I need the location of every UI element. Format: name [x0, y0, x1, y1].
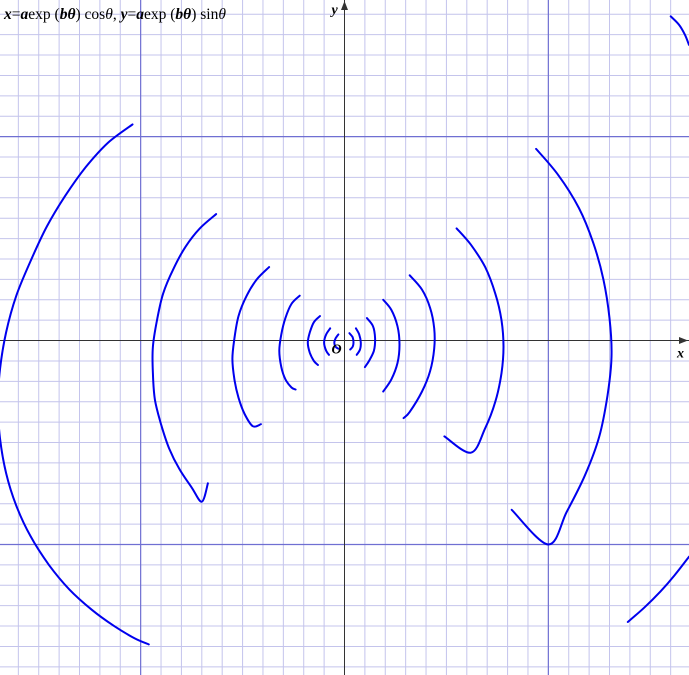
x-axis-label: x [676, 347, 684, 362]
spiral-arc [306, 315, 321, 366]
formula-rparen1: ) [75, 6, 81, 23]
spiral-arc [402, 274, 436, 420]
spiral-arc [231, 266, 271, 428]
formula-btheta2: bθ [175, 6, 192, 23]
spiral-arc [354, 327, 362, 356]
axis-labels: x y O [330, 3, 685, 362]
formula-rparen2: ) [191, 6, 197, 23]
spiral-arc [669, 15, 689, 46]
spiral-arc [510, 147, 613, 546]
curve-equation: x=aexp (bθ) cosθ, y=aexp (bθ) sinθ [4, 6, 226, 24]
formula-a2: a [136, 6, 144, 23]
spiral-curve [0, 15, 689, 646]
formula-a1: a [20, 6, 29, 23]
origin-label: O [332, 343, 342, 358]
spiral-arc [323, 327, 332, 356]
spiral-arc [348, 332, 355, 351]
spiral-arc [363, 317, 377, 369]
spiral-arc [443, 227, 505, 454]
formula-exp1: exp [28, 6, 51, 23]
x-axis-arrow-icon [679, 337, 688, 345]
formula-x-var: x [4, 6, 12, 23]
y-axis-arrow-icon [341, 1, 348, 10]
spiral-arc [278, 294, 301, 391]
spiral-arc [333, 333, 340, 350]
formula-y-var: y [120, 6, 128, 23]
formula-exp2: exp [143, 6, 167, 23]
formula-btheta1: bθ [59, 6, 76, 23]
y-axis-label: y [330, 3, 339, 18]
formula-theta2: θ [218, 6, 226, 23]
formula-lparen2: ( [166, 6, 176, 23]
formula-sin: sin [196, 6, 219, 23]
spiral-arc [0, 123, 150, 646]
formula-lparen1: ( [50, 6, 60, 23]
spiral-arc [382, 298, 401, 393]
spiral-arc [626, 555, 689, 623]
formula-cos: cos [80, 6, 106, 23]
formula-theta1: θ [105, 6, 113, 23]
spiral-arc [151, 213, 218, 503]
formula-equals: = [11, 6, 21, 23]
formula-equals-2: = [127, 6, 137, 23]
formula-sep: , [112, 6, 117, 23]
